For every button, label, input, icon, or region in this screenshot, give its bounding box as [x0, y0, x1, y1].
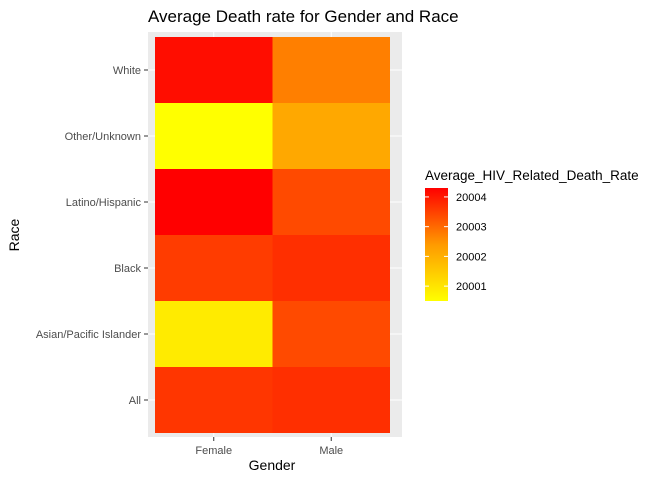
heatmap-cell: [272, 37, 390, 103]
y-tick-label: Black: [114, 263, 141, 275]
heatmap-cells: [155, 37, 390, 433]
heatmap-cell: [272, 301, 390, 367]
x-axis: Female Male: [195, 437, 343, 457]
heatmap-cell: [272, 235, 390, 301]
heatmap-cell: [155, 103, 273, 169]
legend-title: Average_HIV_Related_Death_Rate: [425, 168, 639, 183]
y-tick-label: White: [113, 65, 141, 77]
legend-tick-label: 20002: [456, 251, 487, 263]
heatmap-cell: [272, 103, 390, 169]
heatmap-cell: [272, 169, 390, 235]
legend-tick-label: 20004: [456, 192, 487, 204]
y-axis-title: Race: [6, 218, 22, 251]
legend-colorbar: [425, 188, 448, 301]
heatmap-cell: [155, 235, 273, 301]
heatmap-cell: [155, 301, 273, 367]
heatmap-cell: [155, 367, 273, 433]
x-tick-label: Male: [319, 445, 343, 457]
heatmap-cell: [272, 367, 390, 433]
y-tick-label: Other/Unknown: [65, 131, 141, 143]
x-axis-title: Gender: [249, 457, 296, 473]
color-legend: Average_HIV_Related_Death_Rate 200012000…: [425, 168, 639, 301]
y-tick-label: All: [129, 395, 141, 407]
legend-tick-label: 20003: [456, 222, 487, 234]
legend-tick-label: 20001: [456, 281, 487, 293]
heatmap-cell: [155, 37, 273, 103]
y-axis: All Asian/Pacific Islander Black Latino/His…: [36, 65, 148, 407]
y-tick-label: Latino/Hispanic: [66, 197, 142, 209]
legend-ticks: 20001 20002 20003 20004: [425, 192, 487, 293]
x-tick-label: Female: [195, 445, 232, 457]
heatmap-cell: [155, 169, 273, 235]
y-tick-label: Asian/Pacific Islander: [36, 329, 141, 341]
chart-title: Average Death rate for Gender and Race: [148, 7, 459, 26]
